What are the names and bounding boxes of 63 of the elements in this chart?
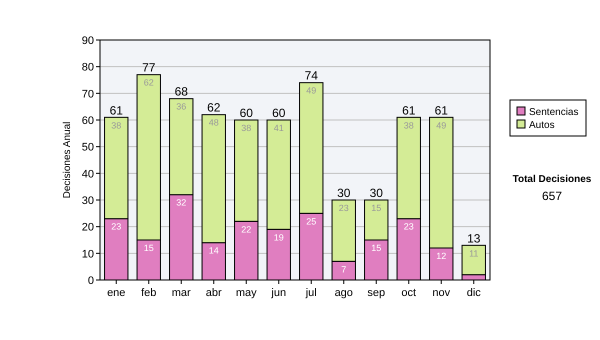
total-label: 74 [304, 68, 318, 83]
data-label: 23 [111, 222, 122, 232]
y-tick-label: 70 [82, 88, 94, 100]
x-tick-label: ago [334, 287, 353, 299]
y-axis-title: Decisiones Anual [62, 122, 73, 198]
y-tick-label: 50 [82, 142, 94, 154]
data-label: 25 [306, 216, 316, 226]
x-tick-label: dic [466, 287, 482, 299]
data-label: 41 [274, 123, 284, 133]
data-label: 49 [306, 86, 316, 96]
y-tick-label: 80 [82, 62, 94, 74]
y-tick-label: 60 [82, 115, 94, 127]
data-label: 48 [208, 118, 219, 128]
x-tick-label: jul [304, 287, 317, 299]
data-label: 14 [208, 246, 219, 256]
data-label: 38 [111, 120, 122, 130]
data-label: 23 [404, 222, 414, 232]
total-label: 62 [207, 100, 221, 115]
total-label: 13 [467, 231, 481, 246]
x-tick-label: abr [206, 287, 222, 299]
y-tick-label: 40 [82, 168, 94, 180]
data-label: 36 [176, 102, 186, 112]
data-label: 38 [404, 120, 414, 130]
x-tick-label: mar [172, 287, 192, 299]
text: Total Decisiones [512, 174, 592, 185]
legend-label: Autos [529, 120, 555, 131]
data-label: 7 [341, 264, 346, 274]
data-label: 19 [274, 232, 284, 242]
data-label: 15 [371, 203, 382, 213]
y-tick-label: 30 [82, 195, 94, 207]
total-label: 30 [337, 186, 351, 200]
legend-label: Sentencias [529, 107, 578, 118]
x-tick-label: feb [141, 287, 156, 299]
data-label: 49 [436, 120, 446, 130]
data-label: 11 [469, 248, 478, 258]
total-label: 60 [272, 106, 286, 120]
data-label: 38 [241, 123, 252, 133]
total-label: 77 [142, 60, 156, 75]
total-label: 61 [110, 103, 124, 118]
data-label: 15 [144, 243, 154, 253]
data-label: 22 [241, 224, 252, 234]
x-tick-label: sep [367, 287, 386, 299]
y-tick-label: 10 [82, 248, 94, 260]
x-tick-label: ene [107, 287, 126, 299]
data-label: 32 [176, 198, 186, 208]
y-tick-label: 90 [82, 35, 94, 47]
total-label: 61 [402, 103, 416, 118]
data-label: 23 [338, 203, 349, 213]
data-label: 15 [371, 243, 382, 253]
x-tick-label: oct [401, 287, 416, 299]
y-tick-label: 20 [82, 222, 94, 234]
x-tick-label: nov [432, 287, 451, 299]
text: 657 [542, 189, 562, 203]
total-label: 68 [174, 84, 188, 99]
bar [462, 244, 486, 276]
total-label: 60 [240, 106, 254, 120]
data-label: 62 [144, 78, 154, 88]
data-label: 12 [436, 251, 446, 261]
x-tick-label: jun [270, 287, 286, 299]
x-tick-label: may [236, 287, 258, 299]
total-label: 30 [370, 186, 384, 200]
total-label: 61 [434, 103, 448, 118]
y-tick-label: 0 [88, 275, 94, 287]
